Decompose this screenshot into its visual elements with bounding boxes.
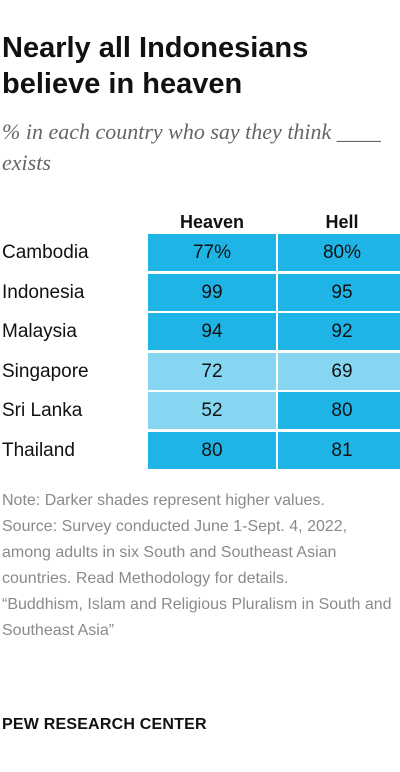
table-row: Singapore 72 69 <box>0 352 400 390</box>
heaven-value-cell: 52 <box>148 392 276 429</box>
hell-value-cell: 81 <box>278 431 400 469</box>
chart-subtitle: % in each country who say they think ___… <box>2 119 381 175</box>
column-header-hell: Hell <box>325 212 359 232</box>
chart-title: Nearly all Indonesians believe in heaven <box>2 32 309 100</box>
row-label: Cambodia <box>2 242 89 263</box>
row-label: Singapore <box>2 360 89 382</box>
table-row: Indonesia 99 95 <box>0 273 400 311</box>
heaven-value-cell: 72 <box>148 352 276 390</box>
column-header-heaven: Heaven <box>179 212 245 232</box>
table-row: Malaysia 94 92 <box>0 313 400 350</box>
hell-value-cell: 80 <box>278 392 400 429</box>
hell-value-cell: 95 <box>278 273 400 311</box>
table-row: Cambodia 77% 80% <box>0 234 400 271</box>
source-text: Source: Survey conducted June 1-Sept. 4,… <box>2 518 348 587</box>
hell-value-cell: 69 <box>278 352 400 390</box>
hell-value-cell: 92 <box>278 313 400 350</box>
row-label: Thailand <box>2 439 75 461</box>
heaven-value-cell: 80 <box>148 431 276 469</box>
heaven-value-cell: 94 <box>148 313 276 350</box>
hell-value-cell: 80% <box>278 234 400 271</box>
table-row: Thailand 80 81 <box>0 431 400 469</box>
row-label: Sri Lanka <box>2 400 83 421</box>
brand-logo-text: PEW RESEARCH CENTER <box>2 716 207 733</box>
table-row: Sri Lanka 52 80 <box>0 392 400 429</box>
notes-block: Note: Darker shades represent higher val… <box>2 488 398 644</box>
row-label: Malaysia <box>2 321 77 342</box>
report-title-text: “Buddhism, Islam and Religious Pluralism… <box>2 596 392 639</box>
note-text: Note: Darker shades represent higher val… <box>2 492 325 509</box>
row-label: Indonesia <box>2 281 85 303</box>
heaven-value-cell: 99 <box>148 273 276 311</box>
heaven-value-cell: 77% <box>148 234 276 271</box>
